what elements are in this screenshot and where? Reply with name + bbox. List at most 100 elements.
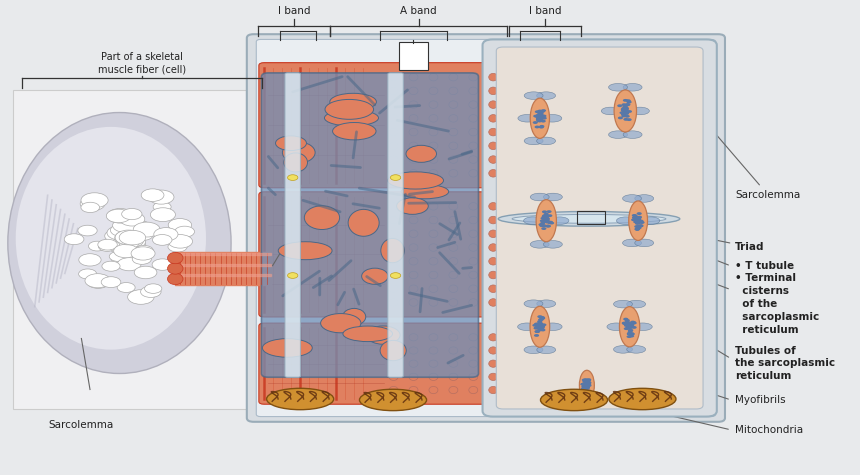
Ellipse shape xyxy=(449,244,458,251)
Ellipse shape xyxy=(342,308,366,325)
Ellipse shape xyxy=(362,268,388,285)
Ellipse shape xyxy=(449,360,458,367)
FancyBboxPatch shape xyxy=(285,73,300,377)
Circle shape xyxy=(636,225,642,228)
Circle shape xyxy=(581,385,587,388)
Circle shape xyxy=(542,117,547,120)
Circle shape xyxy=(539,224,544,227)
Circle shape xyxy=(538,119,544,122)
Circle shape xyxy=(538,111,543,114)
Ellipse shape xyxy=(389,386,398,394)
Ellipse shape xyxy=(544,240,562,248)
Circle shape xyxy=(623,107,628,110)
Circle shape xyxy=(533,114,538,117)
Circle shape xyxy=(623,107,628,110)
Ellipse shape xyxy=(381,238,404,263)
Circle shape xyxy=(539,126,544,129)
Circle shape xyxy=(538,112,543,115)
Circle shape xyxy=(635,227,640,230)
Circle shape xyxy=(81,193,108,208)
Ellipse shape xyxy=(429,128,438,136)
Circle shape xyxy=(544,220,549,223)
Ellipse shape xyxy=(330,93,377,110)
Circle shape xyxy=(622,322,627,324)
Circle shape xyxy=(624,319,630,322)
Circle shape xyxy=(638,224,643,227)
Ellipse shape xyxy=(275,136,306,151)
Circle shape xyxy=(623,109,628,112)
Ellipse shape xyxy=(488,73,498,81)
Circle shape xyxy=(390,273,401,278)
Text: Mitochondria: Mitochondria xyxy=(735,425,803,435)
Circle shape xyxy=(168,241,187,252)
Circle shape xyxy=(132,254,151,265)
Circle shape xyxy=(534,326,539,329)
Ellipse shape xyxy=(333,123,376,140)
Ellipse shape xyxy=(469,73,478,81)
Circle shape xyxy=(628,326,633,329)
Ellipse shape xyxy=(429,170,438,177)
Circle shape xyxy=(538,116,543,119)
Circle shape xyxy=(625,323,630,326)
Circle shape xyxy=(115,230,142,245)
Ellipse shape xyxy=(389,128,398,136)
Ellipse shape xyxy=(469,244,478,251)
Ellipse shape xyxy=(469,87,478,95)
Circle shape xyxy=(117,283,135,293)
Circle shape xyxy=(538,112,543,115)
Circle shape xyxy=(627,332,632,335)
FancyBboxPatch shape xyxy=(261,73,478,377)
Ellipse shape xyxy=(469,142,478,150)
Circle shape xyxy=(584,385,589,388)
Circle shape xyxy=(624,327,629,330)
Circle shape xyxy=(638,225,643,228)
Ellipse shape xyxy=(168,252,183,264)
Ellipse shape xyxy=(449,333,458,341)
Ellipse shape xyxy=(389,156,398,163)
Circle shape xyxy=(287,175,298,180)
Circle shape xyxy=(538,323,543,326)
Circle shape xyxy=(89,241,106,251)
Circle shape xyxy=(585,387,590,390)
Ellipse shape xyxy=(429,386,438,394)
Circle shape xyxy=(540,316,545,319)
Circle shape xyxy=(532,324,538,327)
Circle shape xyxy=(534,323,539,325)
Circle shape xyxy=(636,219,641,222)
Circle shape xyxy=(120,230,145,245)
Circle shape xyxy=(78,269,96,279)
Circle shape xyxy=(584,384,589,387)
Ellipse shape xyxy=(409,230,418,238)
Ellipse shape xyxy=(389,360,398,367)
Ellipse shape xyxy=(406,145,437,162)
Text: • Terminal
  cisterns
  of the
  sarcoplasmic
  reticulum: • Terminal cisterns of the sarcoplasmic … xyxy=(735,274,820,334)
Ellipse shape xyxy=(488,299,498,306)
Circle shape xyxy=(120,212,144,226)
Ellipse shape xyxy=(449,386,458,394)
Ellipse shape xyxy=(531,98,550,138)
Circle shape xyxy=(538,325,544,328)
Circle shape xyxy=(636,212,642,215)
FancyBboxPatch shape xyxy=(259,63,508,188)
Text: Tubules of
the sarcoplasmic
reticulum: Tubules of the sarcoplasmic reticulum xyxy=(735,346,835,381)
Ellipse shape xyxy=(389,87,398,95)
Ellipse shape xyxy=(469,299,478,306)
Circle shape xyxy=(584,384,589,387)
Circle shape xyxy=(131,247,155,260)
Ellipse shape xyxy=(550,217,569,225)
Circle shape xyxy=(540,329,545,332)
Ellipse shape xyxy=(449,299,458,306)
Text: Myofibril: Myofibril xyxy=(280,244,324,254)
Circle shape xyxy=(635,218,640,221)
Ellipse shape xyxy=(488,202,498,210)
Circle shape xyxy=(117,257,141,271)
Circle shape xyxy=(544,216,549,218)
Circle shape xyxy=(585,381,590,384)
Ellipse shape xyxy=(613,346,632,353)
Circle shape xyxy=(114,244,138,258)
Circle shape xyxy=(619,111,624,114)
Circle shape xyxy=(629,325,634,328)
Ellipse shape xyxy=(609,84,628,91)
FancyBboxPatch shape xyxy=(259,323,508,404)
Circle shape xyxy=(115,244,133,254)
